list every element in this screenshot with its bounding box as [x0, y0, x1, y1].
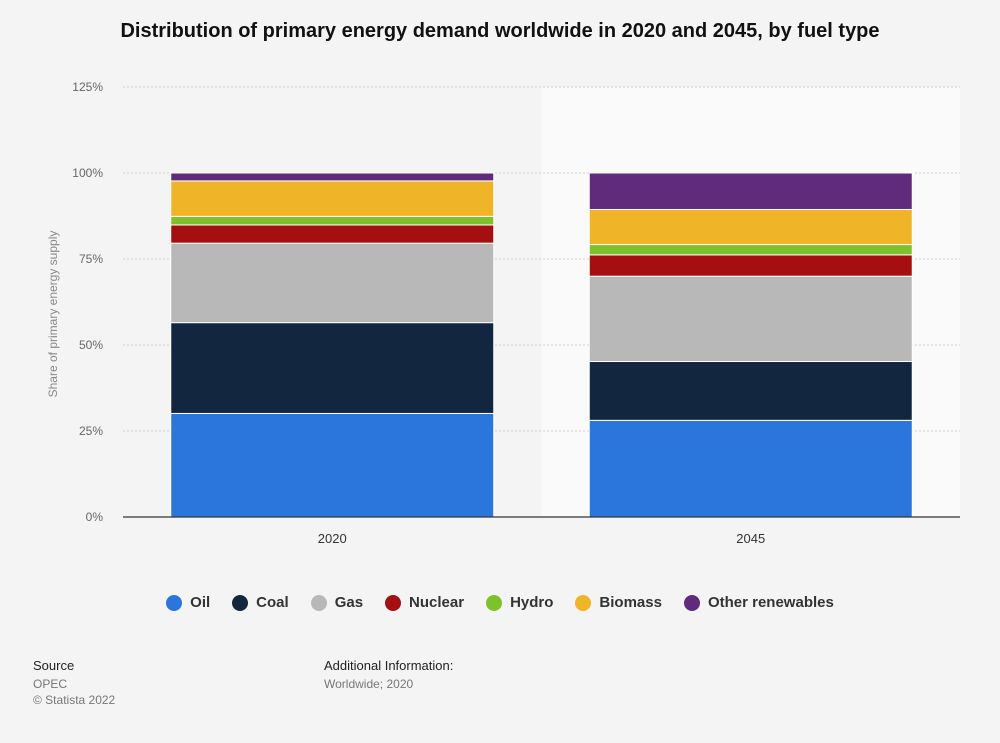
legend-item-oil[interactable]: Oil: [166, 594, 210, 611]
bar-segment-other-renewables-2045[interactable]: [588, 172, 913, 210]
legend-item-gas[interactable]: Gas: [310, 594, 364, 611]
legend-swatch: [166, 594, 183, 611]
y-tick-label: 125%: [72, 80, 103, 94]
bar-segment-nuclear-2020[interactable]: [170, 224, 495, 244]
additional-info-heading: Additional Information:: [324, 658, 454, 673]
x-tick-label: 2020: [318, 531, 347, 546]
legend-label: Oil: [190, 594, 211, 611]
bar-segment-gas-2020[interactable]: [170, 242, 495, 324]
bar-segment-other-renewables-2020[interactable]: [170, 172, 495, 182]
y-tick-label: 75%: [79, 252, 103, 266]
y-tick-label: 25%: [79, 424, 103, 438]
legend-item-other-renewables[interactable]: Other renewables: [683, 594, 834, 611]
bar-segment-gas-2045[interactable]: [588, 275, 913, 363]
y-axis-label: Share of primary energy supply: [46, 231, 60, 398]
bar-segment-hydro-2020[interactable]: [170, 215, 495, 226]
y-tick-label: 50%: [79, 338, 103, 352]
y-tick-label: 100%: [72, 166, 103, 180]
bar-segment-oil-2045[interactable]: [588, 419, 913, 518]
legend-swatch: [575, 594, 592, 611]
legend-label: Other renewables: [707, 594, 834, 611]
legend-swatch: [385, 594, 402, 611]
legend-swatch: [310, 594, 327, 611]
legend-swatch: [683, 594, 700, 611]
legend-label: Nuclear: [409, 594, 465, 611]
legend-item-biomass[interactable]: Biomass: [575, 594, 662, 611]
legend-item-nuclear[interactable]: Nuclear: [385, 594, 464, 611]
bar-segment-oil-2020[interactable]: [170, 412, 495, 518]
legend-item-coal[interactable]: Coal: [232, 594, 289, 611]
copyright-line: © Statista 2022: [33, 693, 116, 707]
legend-label: Gas: [334, 594, 364, 611]
legend-label: Biomass: [599, 594, 662, 611]
x-tick-label: 2045: [736, 531, 765, 546]
bar-segment-biomass-2020[interactable]: [170, 180, 495, 217]
source-heading: Source: [33, 658, 75, 673]
stacked-bar-chart: 0% 25% 50% 75% 100% 125% Share of primary ener…: [46, 80, 960, 546]
legend-label: Hydro: [510, 594, 554, 611]
bar-segment-coal-2020[interactable]: [170, 322, 495, 414]
source-block: Source OPEC © Statista 2022: [33, 658, 115, 708]
bar-segment-nuclear-2045[interactable]: [588, 254, 913, 277]
y-tick-label: 0%: [86, 510, 104, 524]
additional-info-line: Worldwide; 2020: [324, 677, 414, 691]
bar-segment-coal-2045[interactable]: [588, 361, 913, 421]
legend-label: Coal: [256, 594, 289, 611]
source-line: OPEC: [33, 677, 68, 691]
chart-legend: Oil Coal Gas Nuclear Hydro Biomass Other renew…: [0, 594, 1000, 611]
additional-info-block: Additional Information: Worldwide; 2020: [324, 658, 453, 692]
bar-segment-biomass-2045[interactable]: [588, 208, 913, 246]
legend-item-hydro[interactable]: Hydro: [486, 594, 553, 611]
bar-segment-hydro-2045[interactable]: [588, 244, 913, 256]
legend-swatch: [486, 594, 503, 611]
chart-title: Distribution of primary energy demand wo…: [120, 20, 880, 42]
legend-swatch: [232, 594, 249, 611]
